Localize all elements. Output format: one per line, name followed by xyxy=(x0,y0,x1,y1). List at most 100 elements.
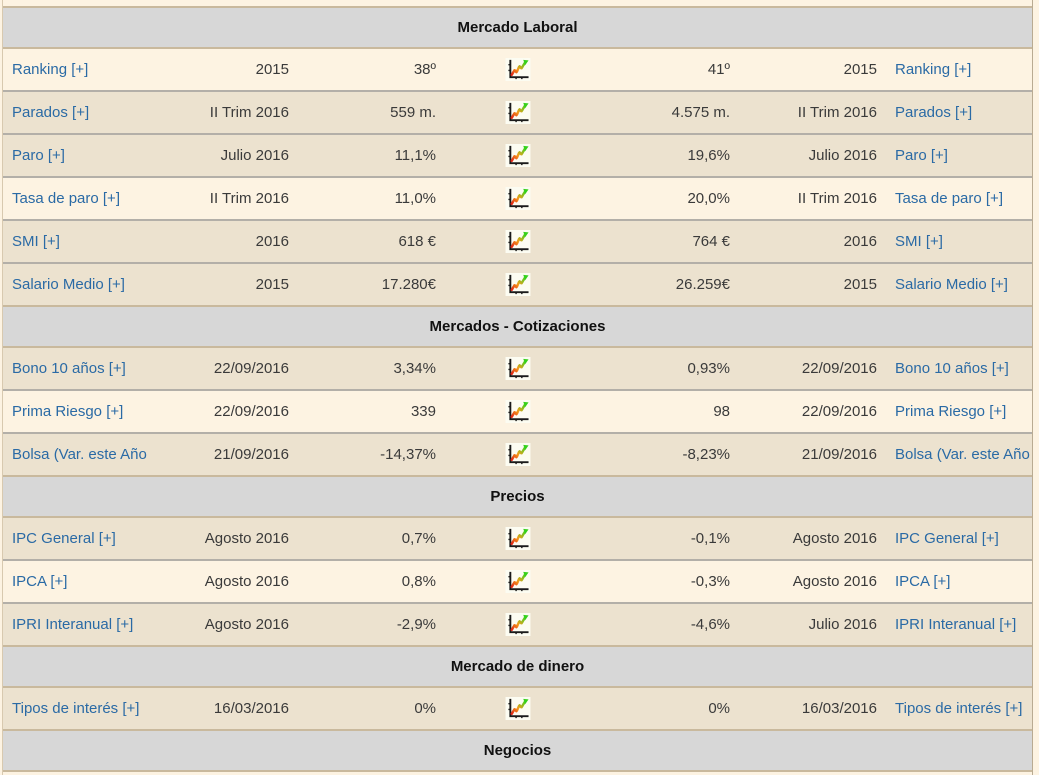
value-left: 559 m. xyxy=(297,90,444,134)
chart-icon[interactable] xyxy=(505,144,531,167)
date-left: 22/09/2016 xyxy=(150,346,297,390)
indicator-link-right[interactable]: Bolsa (Var. este Año %) [+] xyxy=(895,446,1032,463)
indicator-link-left[interactable]: Salario Medio [+] xyxy=(12,276,125,293)
value-left: 618 € xyxy=(297,219,444,263)
indicator-link-left[interactable]: IPCA [+] xyxy=(12,573,68,590)
indicator-link-left[interactable]: Tipos de interés [+] xyxy=(12,700,140,717)
indicator-link-right[interactable]: Bono 10 años [+] xyxy=(895,360,1009,377)
indicator-link-right[interactable]: IPRI Interanual [+] xyxy=(895,616,1017,633)
indicator-link-right[interactable]: Salario Medio [+] xyxy=(895,276,1008,293)
date-left: II Trim 2016 xyxy=(150,176,297,220)
value-left: 38º xyxy=(297,47,444,91)
table-row: SMI [+] 2016 618 € 764 € 2016 SMI [+] xyxy=(3,219,1032,263)
date-left: 21/09/2016 xyxy=(150,432,297,476)
indicator-link-left[interactable]: Parados [+] xyxy=(12,104,90,121)
country-comparison-table: Mercado Laboral Ranking [+] 2015 38º 41º… xyxy=(3,6,1032,772)
table-row: Paro [+] Julio 2016 11,1% 19,6% Julio 20… xyxy=(3,133,1032,177)
indicator-link-left[interactable]: Bolsa (Var. este Año %) [+] xyxy=(12,446,150,463)
chart-icon[interactable] xyxy=(505,273,531,296)
chart-icon[interactable] xyxy=(505,357,531,380)
date-left: Agosto 2016 xyxy=(150,559,297,603)
chart-icon[interactable] xyxy=(505,613,531,636)
section-title: Mercado Laboral xyxy=(3,6,1032,49)
value-right: 764 € xyxy=(591,219,738,263)
value-left: 3,34% xyxy=(297,346,444,390)
indicator-link-right[interactable]: Paro [+] xyxy=(895,147,948,164)
indicator-link-left[interactable]: Bono 10 años [+] xyxy=(12,360,126,377)
chart-icon[interactable] xyxy=(505,697,531,720)
date-right: 16/03/2016 xyxy=(738,686,885,730)
value-right: 0% xyxy=(591,686,738,730)
chart-icon[interactable] xyxy=(505,187,531,210)
date-right: 2015 xyxy=(738,262,885,306)
table-row: Bono 10 años [+] 22/09/2016 3,34% 0,93% … xyxy=(3,346,1032,390)
value-left: 339 xyxy=(297,389,444,433)
value-right: 19,6% xyxy=(591,133,738,177)
date-right: 2016 xyxy=(738,219,885,263)
date-left: 2015 xyxy=(150,262,297,306)
value-right: -8,23% xyxy=(591,432,738,476)
value-left: 0,8% xyxy=(297,559,444,603)
value-left: 17.280€ xyxy=(297,262,444,306)
value-right: 41º xyxy=(591,47,738,91)
table-row: Tipos de interés [+] 16/03/2016 0% 0% 16… xyxy=(3,686,1032,730)
section-title: Precios xyxy=(3,475,1032,518)
value-left: 0,7% xyxy=(297,516,444,560)
date-right: Agosto 2016 xyxy=(738,559,885,603)
date-right: 22/09/2016 xyxy=(738,389,885,433)
value-right: -0,1% xyxy=(591,516,738,560)
indicator-link-right[interactable]: Parados [+] xyxy=(895,104,973,121)
chart-icon[interactable] xyxy=(505,443,531,466)
section-title: Negocios xyxy=(3,729,1032,772)
table-row: Bolsa (Var. este Año %) [+] 21/09/2016 -… xyxy=(3,432,1032,476)
date-right: Julio 2016 xyxy=(738,133,885,177)
indicator-link-left[interactable]: IPC General [+] xyxy=(12,530,116,547)
table-row: Parados [+] II Trim 2016 559 m. 4.575 m.… xyxy=(3,90,1032,134)
date-right: 22/09/2016 xyxy=(738,346,885,390)
indicator-link-right[interactable]: IPC General [+] xyxy=(895,530,999,547)
value-right: 98 xyxy=(591,389,738,433)
indicator-link-left[interactable]: IPRI Interanual [+] xyxy=(12,616,134,633)
previous-row-sliver xyxy=(3,0,1032,6)
date-right: II Trim 2016 xyxy=(738,176,885,220)
indicator-link-left[interactable]: Ranking [+] xyxy=(12,61,89,78)
date-left: 22/09/2016 xyxy=(150,389,297,433)
value-left: -2,9% xyxy=(297,602,444,646)
table-row: Prima Riesgo [+] 22/09/2016 339 98 22/09… xyxy=(3,389,1032,433)
value-left: 11,1% xyxy=(297,133,444,177)
value-left: 11,0% xyxy=(297,176,444,220)
date-left: 2015 xyxy=(150,47,297,91)
indicator-link-left[interactable]: Tasa de paro [+] xyxy=(12,190,120,207)
indicator-link-right[interactable]: IPCA [+] xyxy=(895,573,951,590)
indicator-link-right[interactable]: Ranking [+] xyxy=(895,61,972,78)
indicator-link-right[interactable]: SMI [+] xyxy=(895,233,943,250)
value-right: 0,93% xyxy=(591,346,738,390)
table-row: IPCA [+] Agosto 2016 0,8% -0,3% Agosto 2… xyxy=(3,559,1032,603)
indicator-link-left[interactable]: Prima Riesgo [+] xyxy=(12,403,124,420)
section-header-negocios: Negocios xyxy=(3,729,1032,772)
indicator-link-left[interactable]: SMI [+] xyxy=(12,233,60,250)
section-header-mercado-de-dinero: Mercado de dinero xyxy=(3,645,1032,688)
date-right: Julio 2016 xyxy=(738,602,885,646)
table-row: Tasa de paro [+] II Trim 2016 11,0% 20,0… xyxy=(3,176,1032,220)
date-left: Agosto 2016 xyxy=(150,602,297,646)
value-right: -4,6% xyxy=(591,602,738,646)
chart-icon[interactable] xyxy=(505,570,531,593)
chart-icon[interactable] xyxy=(505,58,531,81)
chart-icon[interactable] xyxy=(505,400,531,423)
section-title: Mercado de dinero xyxy=(3,645,1032,688)
chart-icon[interactable] xyxy=(505,230,531,253)
date-right: Agosto 2016 xyxy=(738,516,885,560)
chart-icon[interactable] xyxy=(505,527,531,550)
indicator-link-right[interactable]: Tasa de paro [+] xyxy=(895,190,1003,207)
section-title: Mercados - Cotizaciones xyxy=(3,305,1032,348)
value-right: 20,0% xyxy=(591,176,738,220)
indicator-link-left[interactable]: Paro [+] xyxy=(12,147,65,164)
chart-icon[interactable] xyxy=(505,101,531,124)
table-row: IPC General [+] Agosto 2016 0,7% -0,1% A… xyxy=(3,516,1032,560)
value-left: 0% xyxy=(297,686,444,730)
indicator-link-right[interactable]: Prima Riesgo [+] xyxy=(895,403,1007,420)
indicator-link-right[interactable]: Tipos de interés [+] xyxy=(895,700,1023,717)
section-header-mercado-laboral: Mercado Laboral xyxy=(3,6,1032,49)
